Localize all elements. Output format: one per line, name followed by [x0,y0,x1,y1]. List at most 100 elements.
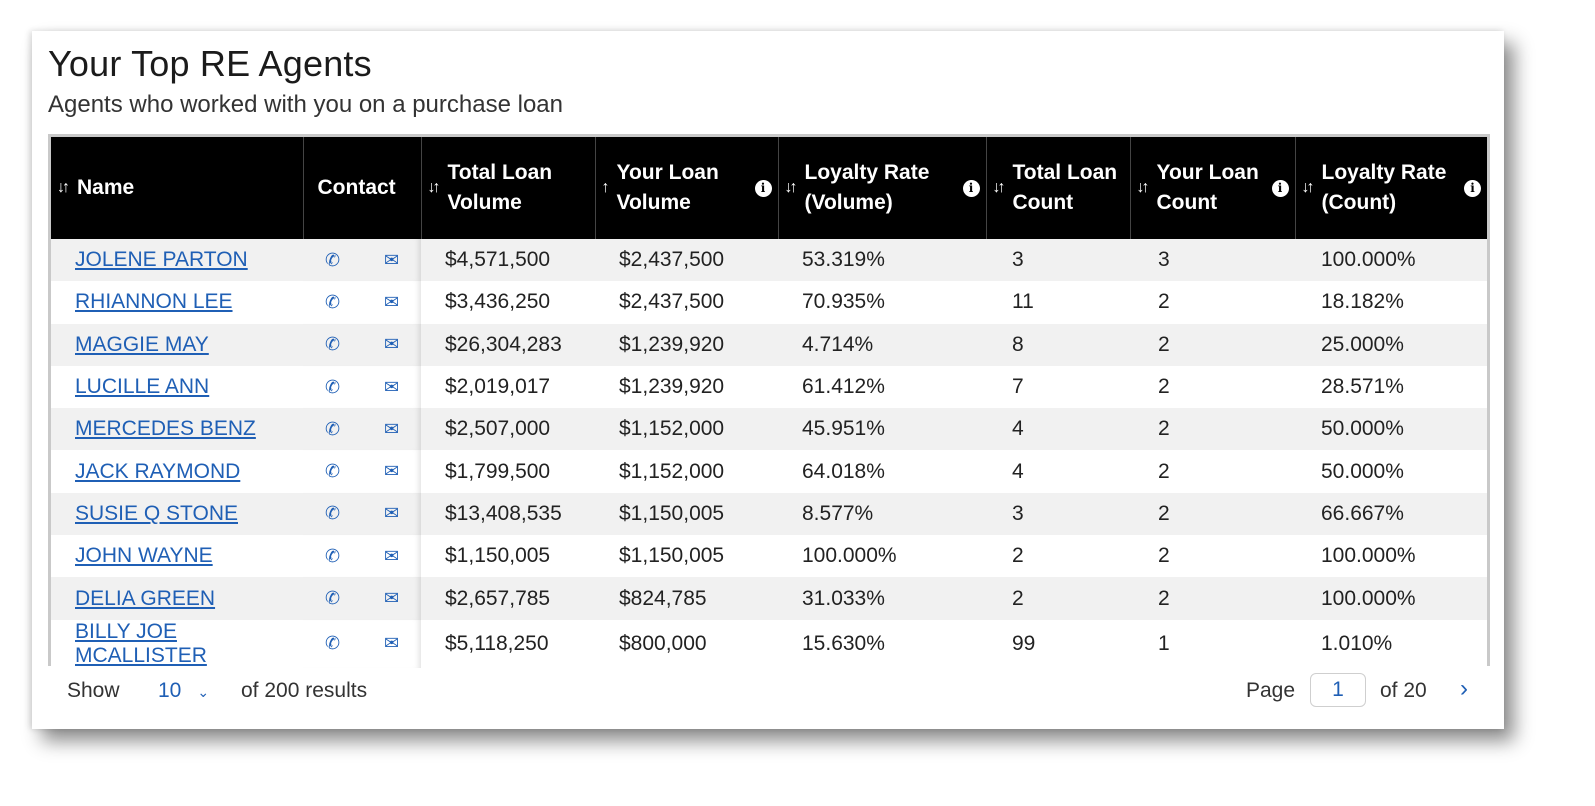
agent-name-link[interactable]: SUSIE Q STONE [75,501,238,525]
page-subtitle: Agents who worked with you on a purchase… [48,91,563,118]
phone-icon[interactable]: ✆ [324,503,341,524]
your-loan-count-cell: 2 [1158,332,1170,356]
contact-cell: ✆ ✉ [303,577,421,619]
agent-name-link[interactable]: RHIANNON LEE [75,290,233,314]
per-page-select[interactable]: 10 ⌄ [158,679,209,703]
agent-name-cell: LUCILLE ANN [51,366,303,408]
contact-cell: ✆ ✉ [303,324,421,366]
sort-icon[interactable]: ↓↑ [784,179,798,196]
contact-cell: ✆ ✉ [303,493,421,535]
info-icon[interactable]: i [1271,179,1289,197]
info-icon[interactable]: i [754,179,772,197]
agent-name-cell: JOHN WAYNE [51,535,303,577]
phone-icon[interactable]: ✆ [324,418,341,439]
column-label: Your Loan Count [1156,161,1259,214]
sort-icon[interactable]: ↓↑ [992,179,1006,196]
your-loan-count-cell: 2 [1158,501,1170,525]
email-icon[interactable]: ✉ [383,503,400,524]
agent-name-cell: JOLENE PARTON [51,239,303,281]
email-icon[interactable]: ✉ [383,291,400,312]
table-row: MERCEDES BENZ ✆ ✉ $2,507,000 $1,152,000 45.95… [51,408,1487,451]
agent-name-link[interactable]: JOLENE PARTON [75,248,248,272]
loyalty-rate-volume-cell: 4.714% [802,332,874,356]
phone-icon[interactable]: ✆ [324,334,341,355]
phone-icon[interactable]: ✆ [324,633,341,654]
your-loan-count-cell: 2 [1158,290,1170,314]
table-row: MAGGIE MAY ✆ ✉ $26,304,283 $1,239,920 4.714% 8… [51,323,1487,366]
loyalty-rate-count-cell: 50.000% [1321,459,1404,483]
agent-name-link[interactable]: DELIA GREEN [75,586,216,610]
column-header-name[interactable]: ↓↑ Name [51,137,304,239]
email-icon[interactable]: ✉ [383,418,400,439]
phone-icon[interactable]: ✆ [324,461,341,482]
chevron-right-icon[interactable]: › [1460,675,1468,702]
table-row: DELIA GREEN ✆ ✉ $2,657,785 $824,785 31.033% 2 2… [51,577,1487,620]
email-icon[interactable]: ✉ [383,545,400,566]
page-title: Your Top RE Agents [48,43,372,84]
your-loan-count-cell: 2 [1158,586,1170,610]
total-loan-count-cell: 8 [1012,332,1024,356]
phone-icon[interactable]: ✆ [324,376,341,397]
loyalty-rate-volume-cell: 61.412% [802,375,885,399]
page-number-input[interactable]: 1 [1310,673,1366,707]
loyalty-rate-volume-cell: 15.630% [802,631,885,655]
sort-icon[interactable]: ↓↑ [1301,179,1315,196]
your-loan-volume-cell: $824,785 [619,586,707,610]
column-header-your-loan-count[interactable]: ↓↑ Your Loan Count i [1130,137,1296,239]
your-loan-volume-cell: $1,150,005 [619,544,725,568]
phone-icon[interactable]: ✆ [324,545,341,566]
column-header-loyalty-rate-count[interactable]: ↓↑ Loyalty Rate (Count) i [1295,137,1487,239]
total-loan-count-cell: 4 [1012,417,1024,441]
column-header-total-loan-count[interactable]: ↓↑ Total Loan Count [986,137,1131,239]
your-loan-volume-cell: $2,437,500 [619,290,725,314]
per-page-value: 10 [158,679,182,702]
agent-name-link[interactable]: LUCILLE ANN [75,375,210,399]
column-header-your-loan-volume[interactable]: ↑ Your Loan Volume i [595,137,779,239]
email-icon[interactable]: ✉ [383,249,400,270]
phone-icon[interactable]: ✆ [324,291,341,312]
your-loan-volume-cell: $1,150,005 [619,501,725,525]
sort-icon[interactable]: ↓↑ [57,179,70,196]
results-count: of 200 results [241,679,368,702]
agent-name-link[interactable]: JOHN WAYNE [75,544,213,568]
loyalty-rate-count-cell: 100.000% [1321,586,1416,610]
column-label: Total Loan Count [1012,161,1118,214]
total-loan-volume-cell: $1,150,005 [445,544,551,568]
column-header-loyalty-rate-volume[interactable]: ↓↑ Loyalty Rate (Volume) i [778,137,987,239]
phone-icon[interactable]: ✆ [324,588,341,609]
your-loan-volume-cell: $1,239,920 [619,332,725,356]
loyalty-rate-volume-cell: 53.319% [802,248,885,272]
table-header-row: ↓↑ Name Contact ↓↑ Total Loan Volume [51,137,1487,239]
column-label: Loyalty Rate (Volume) [804,161,930,214]
total-loan-count-cell: 3 [1012,501,1024,525]
email-icon[interactable]: ✉ [383,633,400,654]
table-row: SUSIE Q STONE ✆ ✉ $13,408,535 $1,150,005 8.57… [51,492,1487,536]
agent-name-link[interactable]: BILLY JOE MCALLISTER [75,619,207,667]
contact-cell: ✆ ✉ [303,408,421,450]
column-header-total-loan-volume[interactable]: ↓↑ Total Loan Volume [421,137,596,239]
column-label: Loyalty Rate (Count) [1321,161,1447,214]
agent-name-link[interactable]: MERCEDES BENZ [75,417,256,441]
show-label: Show [67,679,120,702]
sort-icon[interactable]: ↓↑ [427,179,441,196]
your-loan-count-cell: 2 [1158,544,1170,568]
column-header-contact: Contact [303,137,422,239]
email-icon[interactable]: ✉ [383,588,400,609]
table-row: LUCILLE ANN ✆ ✉ $2,019,017 $1,239,920 61.412%… [51,365,1487,409]
total-loan-count-cell: 11 [1012,290,1034,314]
email-icon[interactable]: ✉ [383,376,400,397]
agent-name-link[interactable]: MAGGIE MAY [75,332,209,356]
email-icon[interactable]: ✉ [383,334,400,355]
phone-icon[interactable]: ✆ [324,249,341,270]
your-loan-count-cell: 1 [1158,631,1170,655]
email-icon[interactable]: ✉ [383,461,400,482]
agent-name-link[interactable]: JACK RAYMOND [75,459,241,483]
your-loan-count-cell: 2 [1158,459,1170,483]
sort-ascending-icon[interactable]: ↑ [601,179,610,196]
info-icon[interactable]: i [1464,179,1481,197]
info-icon[interactable]: i [962,179,980,197]
pagination-bar: Show 10 ⌄ of 200 results Page 1 of 20 › [48,671,1490,711]
total-loan-volume-cell: $2,657,785 [445,586,551,610]
total-loan-volume-cell: $5,118,250 [445,631,549,655]
sort-icon[interactable]: ↓↑ [1136,179,1150,196]
